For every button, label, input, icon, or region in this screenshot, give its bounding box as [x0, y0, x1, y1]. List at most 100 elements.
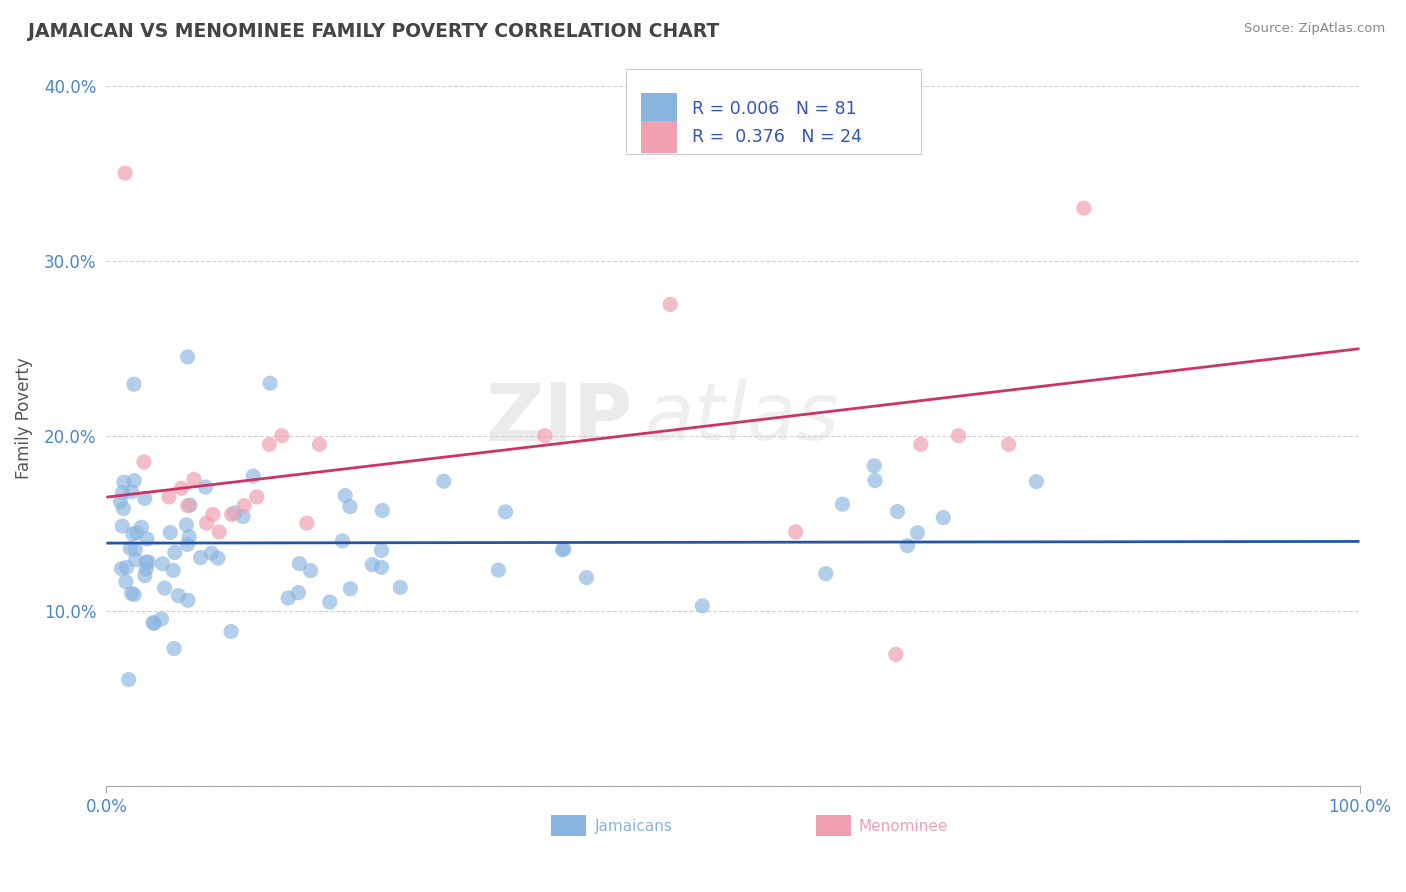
Point	[138, 555, 160, 569]
Point	[122, 474, 145, 488]
Point	[370, 560, 392, 574]
Point	[371, 503, 394, 517]
Point	[112, 501, 135, 516]
Point	[224, 506, 246, 520]
Point	[122, 377, 145, 392]
Point	[131, 520, 153, 534]
Point	[111, 485, 134, 500]
Point	[886, 504, 908, 518]
Point	[495, 505, 517, 519]
Point	[277, 591, 299, 605]
Point	[170, 481, 193, 495]
Point	[997, 437, 1019, 451]
Point	[257, 437, 280, 451]
Point	[308, 437, 330, 451]
Text: R = 0.006   N = 81: R = 0.006 N = 81	[692, 101, 856, 119]
Point	[111, 519, 134, 533]
Point	[167, 589, 190, 603]
Point	[246, 490, 269, 504]
Point	[831, 497, 853, 511]
Point	[183, 472, 205, 486]
Point	[176, 537, 198, 551]
Point	[370, 543, 392, 558]
Point	[863, 474, 886, 488]
Point	[1073, 201, 1095, 215]
Text: Jamaicans: Jamaicans	[595, 819, 673, 834]
Point	[124, 553, 146, 567]
Point	[287, 585, 309, 599]
Point	[389, 581, 412, 595]
Text: Menominee: Menominee	[858, 819, 948, 834]
Point	[219, 624, 242, 639]
Point	[259, 376, 281, 391]
Point	[136, 532, 159, 546]
Point	[121, 484, 143, 499]
Point	[195, 516, 218, 531]
Point	[208, 524, 231, 539]
FancyBboxPatch shape	[641, 94, 676, 126]
Point	[163, 545, 186, 559]
Point	[176, 517, 198, 532]
Point	[433, 474, 456, 488]
Point	[319, 595, 342, 609]
Point	[207, 551, 229, 566]
Point	[194, 480, 217, 494]
Point	[122, 588, 145, 602]
Point	[150, 612, 173, 626]
Point	[932, 510, 955, 524]
Point	[884, 648, 907, 662]
Point	[553, 541, 575, 556]
Point	[152, 557, 174, 571]
Point	[896, 539, 918, 553]
Point	[907, 525, 929, 540]
Point	[785, 524, 807, 539]
Point	[163, 641, 186, 656]
Point	[135, 562, 157, 576]
Point	[122, 527, 145, 541]
Point	[132, 455, 155, 469]
Point	[233, 499, 256, 513]
FancyBboxPatch shape	[815, 815, 851, 836]
Point	[176, 350, 198, 364]
FancyBboxPatch shape	[641, 120, 676, 153]
Point	[110, 562, 132, 576]
Point	[270, 428, 292, 442]
Point	[692, 599, 714, 613]
Point	[332, 533, 354, 548]
FancyBboxPatch shape	[551, 815, 586, 836]
Point	[121, 586, 143, 600]
Point	[159, 525, 181, 540]
Y-axis label: Family Poverty: Family Poverty	[15, 358, 32, 479]
Point	[863, 458, 886, 473]
Point	[814, 566, 837, 581]
Point	[114, 166, 136, 180]
Point	[118, 673, 141, 687]
Point	[135, 555, 157, 569]
Point	[157, 490, 180, 504]
Point	[201, 508, 224, 522]
Point	[339, 582, 361, 596]
Point	[288, 557, 311, 571]
Point	[299, 564, 322, 578]
Text: atlas: atlas	[645, 379, 839, 458]
Point	[339, 500, 361, 514]
Point	[910, 437, 932, 451]
Point	[177, 593, 200, 607]
Point	[534, 428, 557, 442]
Point	[659, 297, 682, 311]
Point	[142, 615, 165, 630]
Text: Source: ZipAtlas.com: Source: ZipAtlas.com	[1244, 22, 1385, 36]
Point	[1025, 475, 1047, 489]
Point	[179, 530, 201, 544]
Point	[124, 542, 146, 557]
Text: JAMAICAN VS MENOMINEE FAMILY POVERTY CORRELATION CHART: JAMAICAN VS MENOMINEE FAMILY POVERTY COR…	[28, 22, 720, 41]
Point	[162, 563, 184, 577]
Point	[486, 563, 509, 577]
Point	[134, 491, 156, 506]
FancyBboxPatch shape	[627, 69, 921, 153]
Point	[575, 571, 598, 585]
Point	[115, 560, 138, 574]
Point	[232, 509, 254, 524]
Point	[335, 489, 357, 503]
Point	[134, 568, 156, 582]
